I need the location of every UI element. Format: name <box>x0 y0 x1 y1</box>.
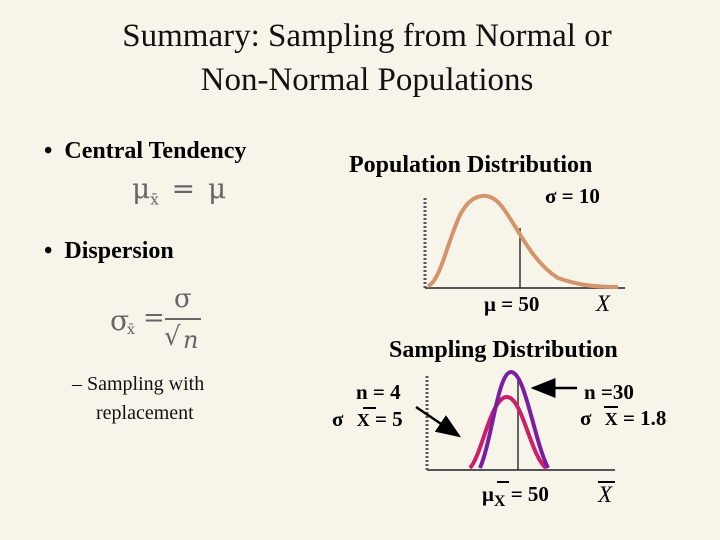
se-eq: = <box>143 303 165 333</box>
sampling-curve-n30 <box>478 369 550 469</box>
mean-formula-mu: μ <box>132 172 151 205</box>
sampling-mu-value: = 50 <box>510 482 549 506</box>
sampling-n4-sigma: σ <box>332 407 344 431</box>
sampling-n30-x: X <box>604 409 618 429</box>
mean-formula: μx̄ = μ <box>132 172 226 209</box>
sub-bullet-line-1: – Sampling with <box>72 373 205 395</box>
mean-formula-rhs: μ <box>207 172 227 205</box>
standard-error-formula: σ x̄ = σ √ n <box>110 284 220 358</box>
sub-bullet-sampling: – Sampling with replacement <box>72 370 204 428</box>
sampling-mu-sub: X <box>493 493 506 511</box>
bullet-central-label: Central Tendency <box>64 138 247 164</box>
sampling-n4-sigma-row: σ X = 5 <box>332 407 403 432</box>
population-heading: Population Distribution <box>349 152 593 178</box>
population-curve <box>426 193 619 289</box>
arrow-to-n4-curve <box>415 405 462 438</box>
sampling-n30-value: = 1.8 <box>622 406 667 430</box>
sub-bullet-line-2: replacement <box>96 402 194 424</box>
sampling-heading: Sampling Distribution <box>389 337 618 363</box>
se-den: n <box>183 326 199 354</box>
sampling-n4-label: n = 4 <box>356 380 401 404</box>
bullet-dot: • <box>44 238 53 264</box>
sampling-n4-x: X <box>356 410 370 430</box>
mean-formula-eq: = <box>171 172 196 205</box>
sampling-x-label: X <box>598 482 613 507</box>
bullet-dispersion-label: Dispersion <box>64 238 174 264</box>
se-num: σ <box>174 284 192 314</box>
population-mu: μ = 50 <box>484 292 540 316</box>
bullet-dispersion: • Dispersion <box>44 238 174 265</box>
se-root: √ <box>164 322 181 352</box>
sampling-n30-label: n =30 <box>584 380 634 404</box>
bullet-dot: • <box>44 138 53 164</box>
bullet-central-tendency: • Central Tendency <box>44 138 246 165</box>
mean-formula-sub: x̄ <box>150 190 159 209</box>
title-line-2: Non-Normal Populations <box>200 62 534 98</box>
title-line-1: Summary: Sampling from Normal or <box>122 18 612 54</box>
sampling-mu-row: μX = 50 <box>482 482 549 511</box>
se-sub: x̄ <box>127 322 135 338</box>
population-sigma: σ = 10 <box>545 184 600 208</box>
sampling-mu: μ <box>482 482 494 506</box>
sampling-n30-sigma: σ <box>580 406 592 430</box>
sampling-n4-value: = 5 <box>374 407 403 431</box>
sampling-curve-n4 <box>468 395 548 470</box>
slide-title: Summary: Sampling from Normal or Non-Nor… <box>0 14 720 102</box>
population-x-label: X <box>596 291 611 316</box>
sampling-n30-sigma-row: σ X = 1.8 <box>580 406 666 431</box>
se-sigma: σ <box>110 304 130 337</box>
se-fraction-bar <box>165 318 201 320</box>
